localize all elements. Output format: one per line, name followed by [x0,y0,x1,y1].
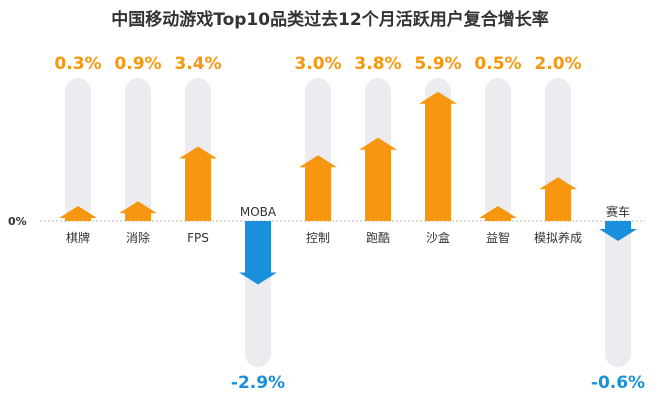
category-label: 益智 [486,230,510,245]
value-label: -2.9% [231,373,285,393]
value-label: 3.4% [174,54,221,74]
category-label: 跑酷 [366,231,390,245]
arrow-down-icon [239,221,277,285]
value-label: 0.9% [114,54,161,74]
value-label: 3.0% [294,54,341,74]
zero-label: 0% [8,215,27,228]
category-label: 赛车 [606,204,630,219]
arrow-up-icon [299,155,337,221]
arrow-down-icon [599,221,637,241]
value-label: 2.0% [534,54,581,74]
arrow-up-icon [119,201,157,221]
arrow-up-icon [539,177,577,221]
value-label: 5.9% [414,54,461,74]
value-label: 3.8% [354,54,401,74]
category-label: 控制 [306,231,330,245]
arrow-up-icon [359,137,397,221]
category-label: 棋牌 [66,231,90,245]
track [485,78,511,221]
arrow-up-icon [479,206,517,221]
track [125,78,151,221]
chart-title: 中国移动游戏Top10品类过去12个月活跃用户复合增长率 [111,9,549,30]
category-label: 沙盒 [426,230,450,245]
arrow-up-icon [59,206,97,221]
arrow-up-icon [179,146,217,221]
category-label: 模拟养成 [534,230,582,245]
category-label: 消除 [126,230,150,245]
value-label: 0.3% [54,54,101,74]
category-label: MOBA [240,205,277,219]
value-label: -0.6% [591,373,645,393]
arrow-up-icon [419,91,457,221]
track [605,221,631,367]
category-label: FPS [187,231,209,245]
value-label: 0.5% [474,54,521,74]
track [65,78,91,221]
